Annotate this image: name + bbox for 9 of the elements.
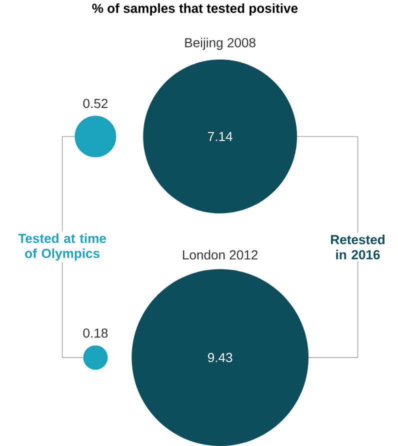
data-label: 0.18	[83, 328, 108, 338]
category-label: Tested at time of Olympics	[18, 233, 106, 261]
text: % of samples that tested positive	[92, 3, 298, 16]
data-label: 0.52	[83, 98, 108, 108]
data-label: 9.43	[208, 352, 232, 362]
series-label: Beijing 2008	[185, 38, 256, 50]
category-label: Retested in 2016	[331, 234, 384, 260]
data-label: 7.14	[208, 132, 232, 141]
series-label: London 2012	[183, 250, 258, 260]
